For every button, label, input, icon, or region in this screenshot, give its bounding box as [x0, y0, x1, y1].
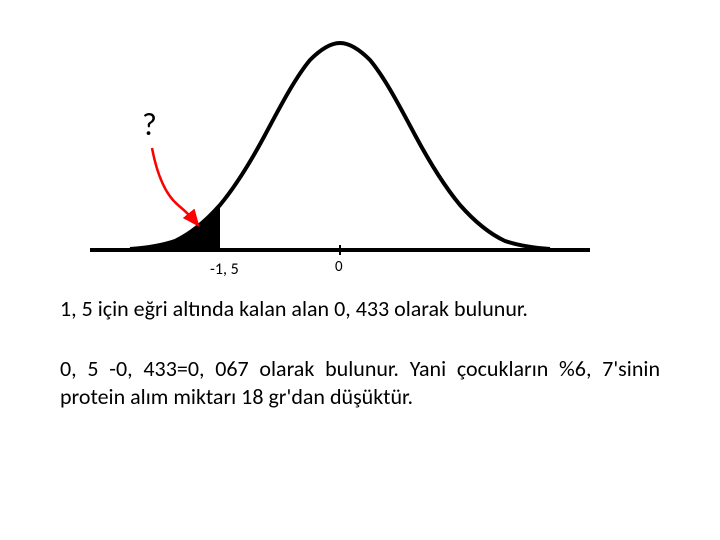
- chart-svg: [90, 20, 590, 260]
- axis-label-neg15: -1, 5: [210, 260, 239, 279]
- shaded-tail: [130, 205, 220, 250]
- normal-curve-chart: [90, 20, 590, 260]
- page-root: ? -1, 5 0 1, 5 için eğri altında kalan a…: [0, 0, 720, 540]
- text-line-2: 0, 5 -0, 433=0, 067 olarak bulunur. Yani…: [60, 355, 660, 410]
- question-mark-label: ?: [142, 105, 157, 144]
- axis-label-zero: 0: [335, 258, 343, 276]
- text-line-1: 1, 5 için eğri altında kalan alan 0, 433…: [60, 295, 660, 323]
- arrow-indicator: [152, 148, 198, 225]
